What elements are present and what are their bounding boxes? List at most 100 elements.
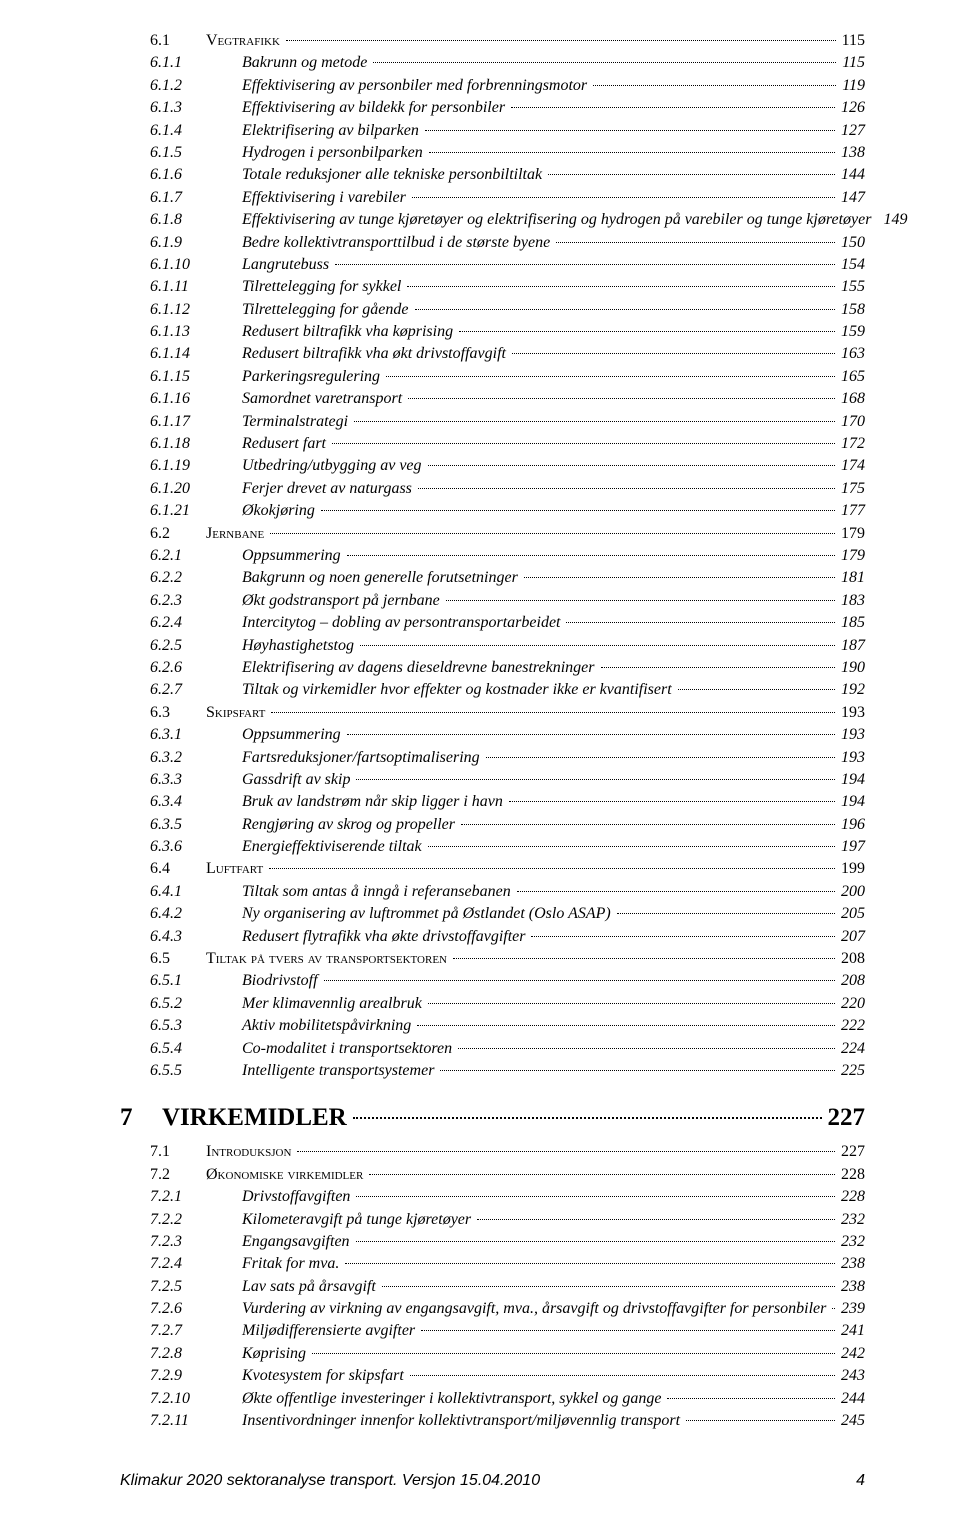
toc-entry[interactable]: 7.2.7Miljødifferensierte avgifter241: [150, 1320, 865, 1342]
toc-leader-dots: [477, 1219, 835, 1220]
page-footer: Klimakur 2020 sektoranalyse transport. V…: [120, 1472, 865, 1490]
toc-entry[interactable]: 6.1.12Tilrettelegging for gående158: [150, 299, 865, 321]
toc-entry[interactable]: 7.2.6Vurdering av virkning av engangsavg…: [150, 1298, 865, 1320]
toc-entry[interactable]: 6.4.1Tiltak som antas å inngå i referans…: [150, 881, 865, 903]
toc-entry-page: 168: [837, 388, 865, 410]
toc-entry[interactable]: 7.2.1Drivstoffavgiften228: [150, 1186, 865, 1208]
toc-entry[interactable]: 6.1.11Tilrettelegging for sykkel155: [150, 276, 865, 298]
toc-entry[interactable]: 6.1.19Utbedring/utbygging av veg174: [150, 455, 865, 477]
toc-entry[interactable]: 6.2.5Høyhastighetstog187: [150, 635, 865, 657]
toc-entry[interactable]: 6.3.5Rengjøring av skrog og propeller196: [150, 814, 865, 836]
toc-entry[interactable]: 6.1.15Parkeringsregulering165: [150, 366, 865, 388]
toc-entry[interactable]: 7.2.3Engangsavgiften232: [150, 1231, 865, 1253]
toc-entry[interactable]: 6.3.4Bruk av landstrøm når skip ligger i…: [150, 791, 865, 813]
toc-entry[interactable]: 6.1.13Redusert biltrafikk vha køprising1…: [150, 321, 865, 343]
toc-leader-dots: [461, 824, 835, 825]
toc-entry[interactable]: 6.1.3Effektivisering av bildekk for pers…: [150, 97, 865, 119]
toc-entry[interactable]: 6.5Tiltak på tvers av transportsektoren2…: [150, 948, 865, 970]
toc-entry[interactable]: 6.2.4Intercitytog – dobling av persontra…: [150, 612, 865, 634]
toc-entry[interactable]: 7.2.4Fritak for mva.238: [150, 1253, 865, 1275]
toc-entry[interactable]: 7VIRKEMIDLER227: [120, 1100, 865, 1135]
toc-entry[interactable]: 6.5.2Mer klimavennlig arealbruk220: [150, 993, 865, 1015]
toc-entry-title: Redusert biltrafikk vha køprising: [242, 321, 457, 343]
toc-entry-title: Miljødifferensierte avgifter: [242, 1320, 419, 1342]
toc-entry[interactable]: 7.2Økonomiske virkemidler228: [150, 1164, 865, 1186]
toc-leader-dots: [332, 443, 835, 444]
toc-entry-page: 163: [837, 343, 865, 365]
toc-entry[interactable]: 6.4.2Ny organisering av luftrommet på Øs…: [150, 903, 865, 925]
toc-entry-title: Rengjøring av skrog og propeller: [242, 814, 459, 836]
toc-entry[interactable]: 6.1.21Økokjøring177: [150, 500, 865, 522]
toc-entry[interactable]: 6.2.7Tiltak og virkemidler hvor effekter…: [150, 679, 865, 701]
toc-entry-page: 227: [837, 1141, 865, 1163]
toc-entry[interactable]: 6.1.1Bakrunn og metode115: [150, 52, 865, 74]
toc-entry-title: Engangsavgiften: [242, 1231, 354, 1253]
toc-leader-dots: [459, 331, 835, 332]
toc-entry[interactable]: 6.1.14Redusert biltrafikk vha økt drivst…: [150, 343, 865, 365]
toc-entry[interactable]: 6.2.3Økt godstransport på jernbane183: [150, 590, 865, 612]
toc-entry[interactable]: 6.1.16Samordnet varetransport168: [150, 388, 865, 410]
toc-entry[interactable]: 7.2.5Lav sats på årsavgift238: [150, 1276, 865, 1298]
toc-entry[interactable]: 6.2.1Oppsummering179: [150, 545, 865, 567]
toc-entry-page: 205: [837, 903, 865, 925]
toc-entry-number: 7.2.3: [150, 1231, 242, 1253]
toc-leader-dots: [407, 286, 835, 287]
toc-entry[interactable]: 6.1Vegtrafikk115: [150, 30, 865, 52]
toc-leader-dots: [428, 465, 835, 466]
toc-entry-page: 158: [837, 299, 865, 321]
toc-entry-page: 179: [837, 523, 865, 545]
toc-entry[interactable]: 6.5.5Intelligente transportsystemer225: [150, 1060, 865, 1082]
toc-entry[interactable]: 6.1.9Bedre kollektivtransporttilbud i de…: [150, 232, 865, 254]
toc-leader-dots: [386, 376, 835, 377]
toc-entry[interactable]: 6.3.3Gassdrift av skip194: [150, 769, 865, 791]
toc-entry[interactable]: 6.3.6Energieffektiviserende tiltak197: [150, 836, 865, 858]
toc-entry[interactable]: 6.5.3Aktiv mobilitetspåvirkning222: [150, 1015, 865, 1037]
toc-entry[interactable]: 6.2Jernbane179: [150, 523, 865, 545]
toc-leader-dots: [408, 398, 835, 399]
toc-entry[interactable]: 6.2.6Elektrifisering av dagens dieseldre…: [150, 657, 865, 679]
toc-entry[interactable]: 6.1.4Elektrifisering av bilparken127: [150, 120, 865, 142]
toc-entry-number: 6.1.17: [150, 411, 242, 433]
toc-entry-title: Effektivisering av tunge kjøretøyer og e…: [242, 209, 875, 231]
toc-entry[interactable]: 6.1.20Ferjer drevet av naturgass175: [150, 478, 865, 500]
toc-entry-number: 6.2.6: [150, 657, 242, 679]
toc-entry[interactable]: 7.2.2Kilometeravgift på tunge kjøretøyer…: [150, 1209, 865, 1231]
toc-entry[interactable]: 7.2.10Økte offentlige investeringer i ko…: [150, 1388, 865, 1410]
toc-entry[interactable]: 6.5.1Biodrivstoff208: [150, 970, 865, 992]
toc-entry[interactable]: 6.4.3Redusert flytrafikk vha økte drivst…: [150, 926, 865, 948]
toc-leader-dots: [382, 1286, 835, 1287]
toc-entry[interactable]: 6.1.17Terminalstrategi170: [150, 411, 865, 433]
toc-entry[interactable]: 6.3.1Oppsummering193: [150, 724, 865, 746]
toc-entry-title: Vegtrafikk: [206, 30, 284, 52]
toc-entry-number: 6.5.3: [150, 1015, 242, 1037]
toc-entry[interactable]: 7.2.11Insentivordninger innenfor kollekt…: [150, 1410, 865, 1432]
toc-entry[interactable]: 6.1.10Langrutebuss154: [150, 254, 865, 276]
toc-leader-dots: [524, 577, 835, 578]
toc-entry[interactable]: 7.1Introduksjon227: [150, 1141, 865, 1163]
toc-leader-dots: [356, 1196, 835, 1197]
toc-entry[interactable]: 6.1.6Totale reduksjoner alle tekniske pe…: [150, 164, 865, 186]
toc-entry[interactable]: 6.2.2Bakgrunn og noen generelle forutset…: [150, 567, 865, 589]
toc-entry-page: 194: [837, 769, 865, 791]
toc-entry[interactable]: 6.1.7Effektivisering i varebiler147: [150, 187, 865, 209]
toc-entry-title: Parkeringsregulering: [242, 366, 384, 388]
toc-entry-title: Tiltak og virkemidler hvor effekter og k…: [242, 679, 676, 701]
toc-entry-page: 115: [838, 52, 865, 74]
toc-entry-number: 6.1.16: [150, 388, 242, 410]
toc-entry[interactable]: 6.1.5Hydrogen i personbilparken138: [150, 142, 865, 164]
toc-entry[interactable]: 6.5.4Co-modalitet i transportsektoren224: [150, 1038, 865, 1060]
toc-entry[interactable]: 7.2.9Kvotesystem for skipsfart243: [150, 1365, 865, 1387]
toc-entry[interactable]: 6.4Luftfart199: [150, 858, 865, 880]
toc-leader-dots: [428, 846, 835, 847]
toc-leader-dots: [347, 555, 835, 556]
toc-entry-page: 149: [879, 209, 907, 231]
toc-entry[interactable]: 7.2.8Køprising242: [150, 1343, 865, 1365]
toc-entry-page: 238: [837, 1276, 865, 1298]
toc-entry[interactable]: 6.3.2Fartsreduksjoner/fartsoptimaliserin…: [150, 747, 865, 769]
toc-entry[interactable]: 6.1.2Effektivisering av personbiler med …: [150, 75, 865, 97]
toc-entry-page: 220: [837, 993, 865, 1015]
toc-entry-page: 208: [837, 948, 865, 970]
toc-entry[interactable]: 6.1.8Effektivisering av tunge kjøretøyer…: [150, 209, 865, 231]
toc-entry[interactable]: 6.1.18Redusert fart172: [150, 433, 865, 455]
toc-entry[interactable]: 6.3Skipsfart193: [150, 702, 865, 724]
